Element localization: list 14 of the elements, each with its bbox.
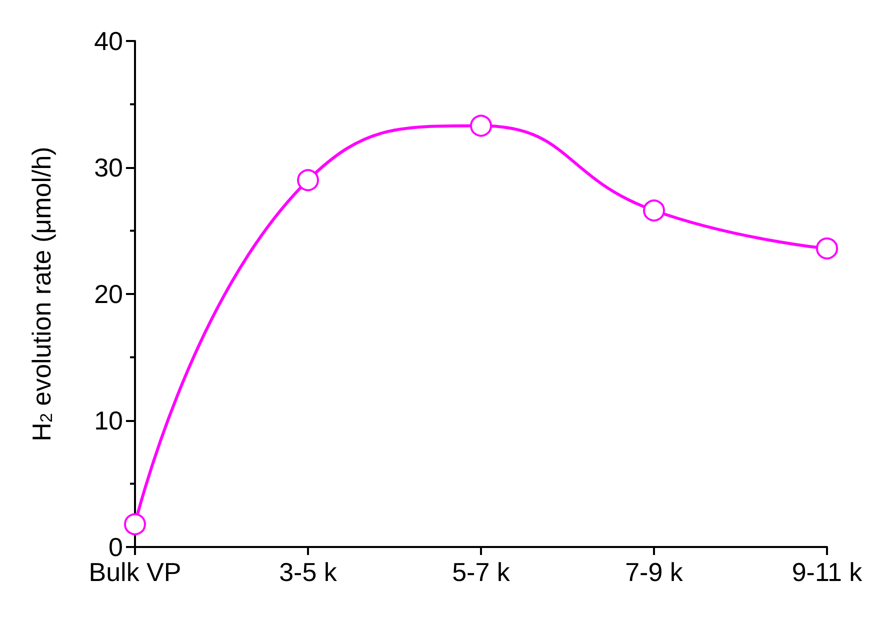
x-tick-label: 3-5 k xyxy=(279,557,338,587)
point xyxy=(297,169,319,192)
point xyxy=(124,513,146,536)
x-tick-label: 9-11 k xyxy=(792,557,864,587)
y-tick-label: 10 xyxy=(94,406,123,436)
point xyxy=(816,237,838,260)
point xyxy=(643,200,665,222)
point xyxy=(470,114,492,137)
y-tick-label: 40 xyxy=(94,26,123,56)
y-tick-label: 20 xyxy=(94,279,123,309)
x-tick-label: 5-7 k xyxy=(452,557,511,587)
y-tick-label: 30 xyxy=(94,152,123,182)
y-axis-title: H2 evolution rate (μmol/h) xyxy=(26,146,56,442)
x-tick-label: 7-9 k xyxy=(625,557,684,587)
